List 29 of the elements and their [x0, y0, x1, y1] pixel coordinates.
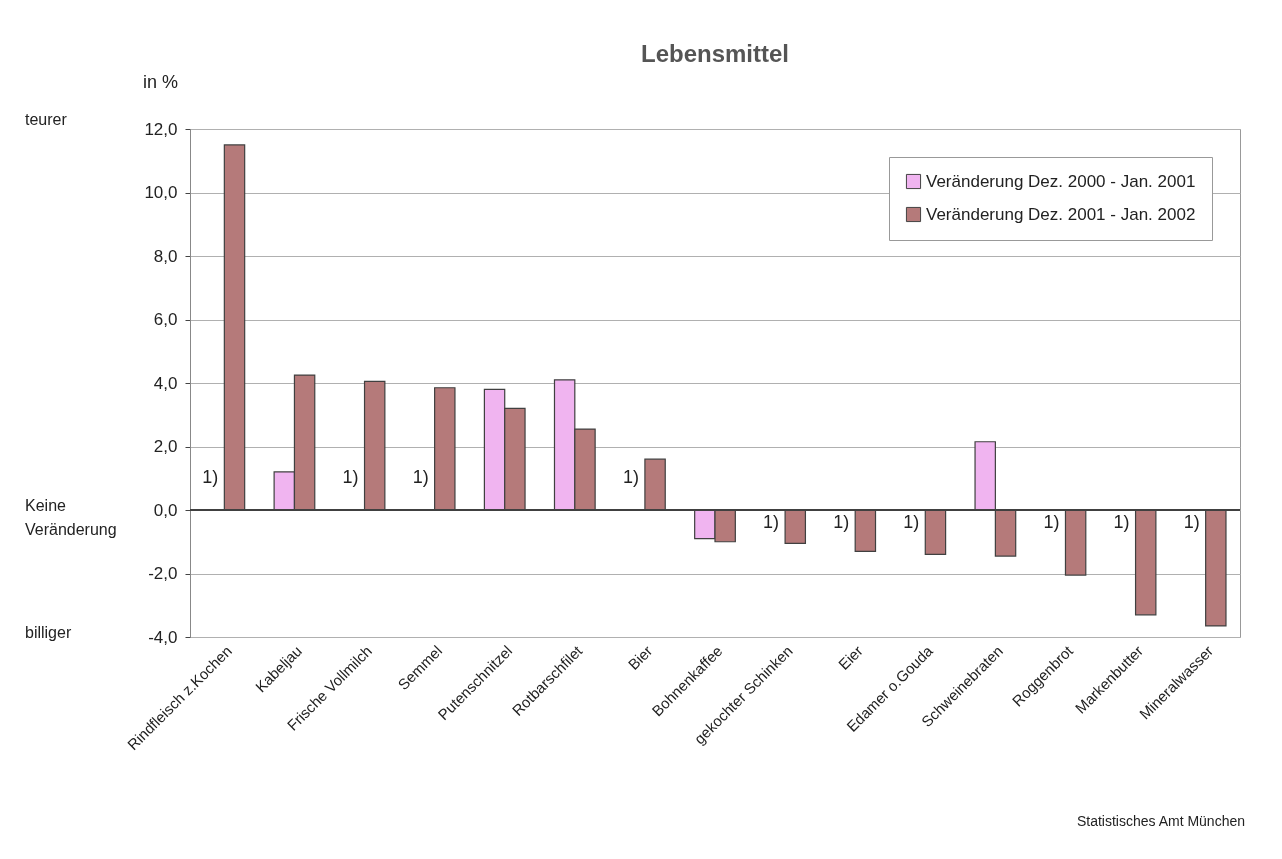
text: billiger	[25, 624, 72, 641]
y-tick-label: -4,0	[148, 627, 178, 647]
y-tick-label: 2,0	[153, 437, 178, 456]
legend-label: Veränderung Dez. 2000 - Jan. 2001	[926, 171, 1196, 191]
legend-label: Veränderung Dez. 2001 - Jan. 2002	[926, 204, 1196, 224]
annotation: 1)	[763, 511, 780, 532]
annotation: 1)	[903, 511, 920, 532]
text: teurer	[25, 110, 68, 128]
annotation: 1)	[1043, 511, 1060, 532]
annotation: 1)	[1113, 511, 1130, 532]
annotation: 1)	[833, 511, 850, 532]
annotation: 1)	[202, 467, 219, 488]
x-tick-label: Bier	[624, 642, 656, 673]
annotation: 1)	[622, 467, 639, 488]
y-tick-label: 6,0	[153, 310, 178, 329]
y-tick-label: 4,0	[153, 373, 178, 393]
annotation: 1)	[1183, 511, 1200, 532]
y-tick-label: -2,0	[148, 564, 178, 583]
chart-title: Lebensmittel	[640, 40, 790, 67]
annotation: 1)	[342, 467, 359, 488]
annotation: 1)	[412, 467, 429, 488]
y-tick-label: 10,0	[144, 183, 178, 202]
text: Statistisches Amt München	[1076, 813, 1245, 829]
text: Keine Veränderung	[25, 497, 117, 538]
y-tick-label: 12,0	[144, 119, 178, 139]
y-axis-title: in %	[142, 71, 179, 92]
y-tick-label: 0,0	[153, 500, 178, 520]
x-tick-label: Eier	[834, 642, 866, 673]
y-tick-label: 8,0	[153, 246, 178, 266]
